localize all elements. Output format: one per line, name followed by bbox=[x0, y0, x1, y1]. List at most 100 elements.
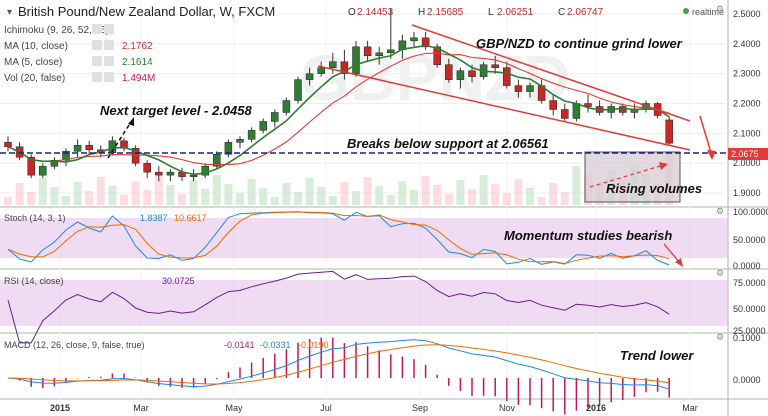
indicator-name[interactable]: Vol (20, false) bbox=[4, 73, 65, 84]
candle-body bbox=[329, 61, 337, 68]
volume-bar bbox=[572, 166, 581, 205]
price-axis[interactable]: 2.5000 2.4000 2.3000 2.2000 2.1000 2.0000 1.90… bbox=[733, 9, 768, 385]
volume-bar bbox=[560, 192, 569, 205]
momentum-arrow bbox=[663, 243, 681, 264]
eye-icon[interactable] bbox=[92, 56, 102, 66]
candle-body bbox=[410, 37, 418, 42]
candle-body bbox=[259, 121, 267, 131]
rsi-band bbox=[0, 280, 728, 326]
candle-body bbox=[4, 142, 12, 148]
volume-bar bbox=[444, 194, 453, 205]
indicator-legend: Ichimoku (9, 26, 52, 26) MA (10, close) 2.… bbox=[4, 24, 155, 84]
momentum-arrow-head bbox=[675, 258, 683, 267]
candle-body bbox=[224, 142, 233, 155]
chart-settings-icon[interactable]: ⚙ bbox=[716, 5, 724, 15]
candle-body bbox=[27, 156, 35, 176]
current-price-label: 2.0675 bbox=[731, 149, 759, 159]
macd-pane[interactable] bbox=[0, 334, 728, 398]
rsi-tick-label: 25.0000 bbox=[733, 326, 766, 336]
annotation-breaks: Breaks below support at 2.06561 bbox=[347, 136, 549, 151]
pane-settings-icon[interactable]: ⚙ bbox=[716, 207, 724, 217]
volume-bar bbox=[282, 183, 291, 205]
volume-bar bbox=[62, 196, 70, 205]
pane-settings-icon[interactable]: ⚙ bbox=[716, 269, 724, 279]
rsi-line bbox=[7, 270, 670, 344]
eye-icon[interactable] bbox=[92, 72, 102, 82]
moving-averages bbox=[7, 44, 670, 176]
candle-body bbox=[247, 130, 256, 140]
indicator-name[interactable]: MA (5, close) bbox=[4, 57, 62, 68]
time-tick-label: Mar bbox=[682, 403, 698, 413]
candle-body bbox=[120, 140, 128, 149]
volume-bar bbox=[398, 181, 407, 205]
macd-label[interactable]: MACD (12, 26, close, 9, false, true) bbox=[4, 340, 145, 350]
volume-bar bbox=[131, 181, 140, 205]
volume-bar bbox=[363, 177, 372, 205]
indicator-name[interactable]: MA (10, close) bbox=[4, 41, 68, 52]
channel-lower-line bbox=[317, 65, 691, 151]
time-axis[interactable]: 2015 Mar May Jul Sep Nov 2016 Mar bbox=[50, 403, 698, 413]
annotation-trend: Trend lower bbox=[620, 348, 694, 363]
candle-body bbox=[305, 73, 314, 80]
volume-bar bbox=[85, 191, 94, 205]
candle-body bbox=[665, 119, 673, 144]
indicator-value: 1.494M bbox=[122, 73, 155, 84]
volume-bar bbox=[549, 183, 558, 205]
candle-body bbox=[433, 46, 441, 65]
stoch-label[interactable]: Stoch (14, 3, 1) bbox=[4, 213, 66, 223]
volume-bar bbox=[340, 182, 349, 205]
candle-body bbox=[549, 100, 557, 110]
volume-bar bbox=[143, 190, 152, 205]
volume-bar bbox=[456, 180, 465, 205]
symbol-title[interactable]: British Pound/New Zealand Dollar, W, FXC… bbox=[18, 4, 275, 19]
gridlines bbox=[0, 0, 728, 399]
candle-body bbox=[363, 46, 372, 57]
settings-icon[interactable] bbox=[104, 56, 114, 66]
settings-icon[interactable] bbox=[104, 24, 114, 34]
volume-bar bbox=[178, 194, 186, 205]
volume-bar bbox=[4, 197, 12, 205]
time-tick-label: Nov bbox=[499, 403, 516, 413]
volume-bar bbox=[514, 179, 523, 205]
volume-bar bbox=[96, 177, 105, 205]
settings-icon[interactable] bbox=[104, 72, 114, 82]
volume-bar bbox=[259, 188, 268, 205]
indicator-name[interactable]: Ichimoku (9, 26, 52, 26) bbox=[4, 25, 109, 36]
volume-bar bbox=[120, 195, 128, 205]
candle-body bbox=[143, 162, 151, 173]
ma-10-line bbox=[7, 52, 670, 166]
candle-body bbox=[456, 70, 465, 80]
volume-bar bbox=[375, 186, 384, 205]
price-tick-label: 2.0000 bbox=[733, 158, 761, 168]
volume-bar bbox=[386, 195, 395, 205]
volume-bar bbox=[317, 187, 326, 205]
candle-body bbox=[445, 64, 453, 80]
macd-tick-label: 0.1000 bbox=[733, 333, 761, 343]
stoch-tick-label: 100.0000 bbox=[733, 207, 768, 217]
volume-bar bbox=[166, 185, 175, 205]
ohlc-readout: O 2.14453 H 2.15685 L 2.06251 C 2.06747 bbox=[348, 7, 604, 18]
macd-line bbox=[7, 339, 670, 390]
ohlc-key: L bbox=[488, 7, 494, 18]
rsi-value: 30.0725 bbox=[162, 276, 195, 286]
ohlc-value: 2.06747 bbox=[567, 7, 604, 18]
candle-body bbox=[213, 154, 221, 167]
collapse-icon[interactable]: ▾ bbox=[7, 7, 12, 18]
target-arrow bbox=[107, 121, 132, 159]
volume-bar bbox=[502, 193, 511, 205]
realtime-label: realtime bbox=[692, 7, 724, 17]
pane-settings-icon[interactable]: ⚙ bbox=[716, 333, 724, 343]
eye-icon[interactable] bbox=[92, 24, 102, 34]
candle-body bbox=[50, 159, 59, 167]
macd-signal-line bbox=[7, 344, 670, 385]
candle-body bbox=[619, 106, 627, 113]
rsi-label[interactable]: RSI (14, close) bbox=[4, 276, 64, 286]
header: ▾ British Pound/New Zealand Dollar, W, F… bbox=[7, 4, 724, 19]
eye-icon[interactable] bbox=[92, 40, 102, 50]
macd-hist-value: -0.0141 bbox=[224, 340, 255, 350]
volume-bar bbox=[526, 188, 534, 205]
volume-bar bbox=[27, 192, 36, 205]
settings-icon[interactable] bbox=[104, 40, 114, 50]
candle-body bbox=[514, 85, 523, 92]
